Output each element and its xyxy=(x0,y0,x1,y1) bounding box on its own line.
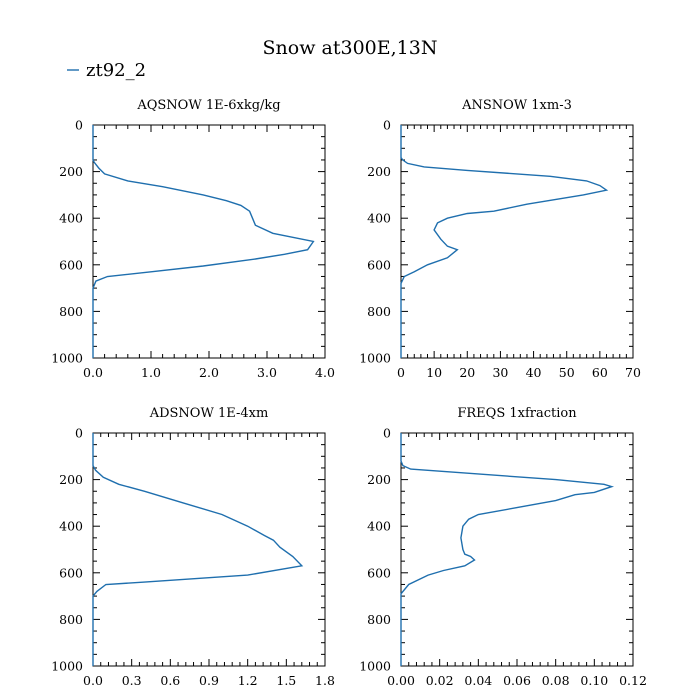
x-tick-label: 0.00 xyxy=(387,673,415,688)
x-tick-label: 70 xyxy=(625,365,641,380)
x-tick-label: 2.0 xyxy=(199,365,219,380)
x-tick-label: 30 xyxy=(492,365,508,380)
y-tick-label: 200 xyxy=(367,472,391,487)
plot-frame xyxy=(92,432,326,667)
x-tick-label: 0.0 xyxy=(83,673,103,688)
y-tick-label: 800 xyxy=(59,304,83,319)
x-tick-label: 1.0 xyxy=(141,365,161,380)
x-tick-label: 40 xyxy=(526,365,542,380)
x-tick-label: 60 xyxy=(592,365,608,380)
y-tick-label: 200 xyxy=(59,164,83,179)
y-tick-label: 0 xyxy=(383,118,391,133)
y-tick-label: 800 xyxy=(367,304,391,319)
series-line xyxy=(92,433,304,666)
panel-title: FREQS 1xfraction xyxy=(457,406,577,421)
y-tick-label: 800 xyxy=(59,612,83,627)
y-tick-label: 0 xyxy=(75,118,83,133)
panel-title: ANSNOW 1xm-3 xyxy=(461,98,572,113)
plot-frame xyxy=(400,432,634,667)
x-tick-label: 0.08 xyxy=(542,673,570,688)
x-tick-label: 0.06 xyxy=(503,673,531,688)
x-tick-label: 1.8 xyxy=(315,673,335,688)
panel-title: ADSNOW 1E-4xm xyxy=(149,406,269,421)
x-tick-label: 0.04 xyxy=(464,673,492,688)
plot-frame xyxy=(400,124,634,359)
panel-3: ADSNOW 1E-4xm 0.0 0.3 0.6 0.9 1.2 1.5 1.8 0 200 40… xyxy=(51,406,335,688)
series-line xyxy=(400,125,609,358)
y-tick-label: 1000 xyxy=(359,351,391,366)
x-tick-label: 0.10 xyxy=(580,673,608,688)
series-line xyxy=(400,433,615,666)
y-tick-label: 0 xyxy=(75,426,83,441)
series-line xyxy=(92,125,315,358)
panels: AQSNOW 1E-6xkg/kg0.0 1.0 2.0 3.0 4.002004006… xyxy=(51,98,647,688)
x-tick-label: 1.2 xyxy=(238,673,258,688)
y-tick-label: 600 xyxy=(59,257,83,272)
legend: zt92_2 xyxy=(67,60,146,81)
x-tick-label: 20 xyxy=(459,365,475,380)
x-tick-label: 1.5 xyxy=(276,673,296,688)
panel-4: FREQS 1xfraction 0.00 0.02 0.04 0.06 0.08 0.10… xyxy=(359,406,647,688)
x-tick-label: 0.6 xyxy=(160,673,180,688)
y-tick-label: 1000 xyxy=(51,659,83,674)
x-tick-label: 10 xyxy=(426,365,442,380)
y-tick-label: 400 xyxy=(367,519,391,534)
x-tick-label: 0.3 xyxy=(122,673,142,688)
y-tick-label: 0 xyxy=(383,426,391,441)
panel-title: AQSNOW 1E-6xkg/kg xyxy=(136,98,280,113)
y-tick-label: 1000 xyxy=(51,351,83,366)
x-tick-label: 0 xyxy=(397,365,405,380)
x-tick-label: 0.02 xyxy=(426,673,454,688)
x-tick-label: 0.12 xyxy=(619,673,647,688)
x-tick-label: 4.0 xyxy=(315,365,335,380)
y-tick-label: 400 xyxy=(59,519,83,534)
y-tick-label: 400 xyxy=(59,211,83,226)
x-tick-label: 50 xyxy=(559,365,575,380)
legend-label: zt92_2 xyxy=(86,60,146,81)
panel-1: AQSNOW 1E-6xkg/kg 0.0 1.0 2.0 3.0 4.0 0 200 400 6… xyxy=(51,98,335,380)
y-tick-label: 1000 xyxy=(359,659,391,674)
panel-2: ANSNOW 1xm-3 0 10 20 30 40 50 60 70 0 200 400 600 800… xyxy=(359,98,641,380)
y-tick-label: 400 xyxy=(367,211,391,226)
x-tick-label: 0.0 xyxy=(83,365,103,380)
x-tick-label: 0.9 xyxy=(199,673,219,688)
y-tick-label: 600 xyxy=(367,257,391,272)
y-tick-label: 200 xyxy=(367,164,391,179)
plot-frame xyxy=(92,124,326,359)
y-tick-label: 600 xyxy=(59,565,83,580)
figure-title: Snow at300E,13N xyxy=(263,37,438,59)
y-tick-label: 800 xyxy=(367,612,391,627)
x-tick-label: 3.0 xyxy=(257,365,277,380)
y-tick-label: 600 xyxy=(367,565,391,580)
y-tick-label: 200 xyxy=(59,472,83,487)
